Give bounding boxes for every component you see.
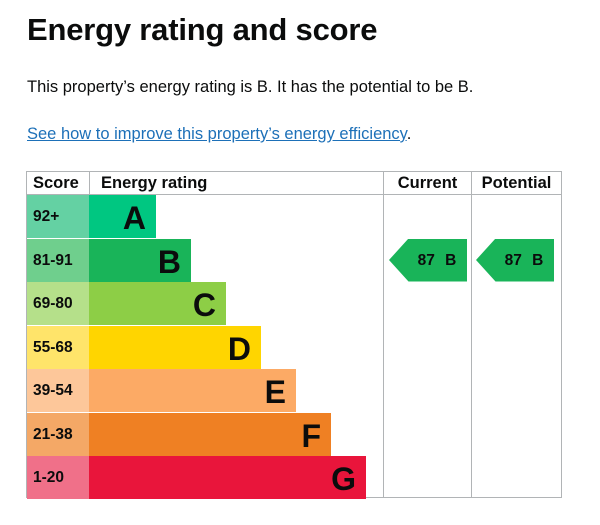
score-column-header: Score — [33, 174, 79, 192]
band-score-range: 81-91 — [27, 238, 89, 282]
band-letter: G — [331, 461, 356, 497]
band-bar-f: F — [89, 412, 331, 456]
potential-column-header: Potential — [481, 174, 552, 192]
potential-column-divider — [471, 172, 472, 497]
band-score-range: 39-54 — [27, 369, 89, 412]
band-score-range: 1-20 — [27, 456, 89, 499]
improve-link-line: See how to improve this property’s energ… — [27, 125, 411, 144]
header-rule — [27, 194, 561, 195]
current-rating-label: 87 B — [417, 251, 457, 269]
band-score-range: 21-38 — [27, 412, 89, 456]
band-bar-b: B — [89, 238, 191, 282]
potential-rating-arrow: 87 B — [476, 238, 554, 282]
band-letter: A — [122, 200, 146, 236]
potential-rating-label: 87 B — [504, 251, 544, 269]
current-column-divider — [383, 172, 384, 497]
link-full-stop: . — [406, 125, 412, 143]
band-letter: D — [227, 330, 251, 367]
current-column-header: Current — [397, 174, 458, 192]
page-title: Energy rating and score — [27, 12, 378, 47]
band-letter: C — [192, 287, 216, 323]
band-bar-e: E — [89, 369, 296, 412]
band-letter: E — [264, 374, 286, 410]
improve-efficiency-link[interactable]: See how to improve this property’s energ… — [27, 125, 407, 143]
band-score-range: 55-68 — [27, 325, 89, 369]
band-letter: F — [301, 417, 321, 454]
band-letter: B — [157, 243, 181, 280]
current-rating-arrow: 87 B — [389, 238, 467, 282]
band-bar-a: A — [89, 195, 156, 238]
band-score-range: 69-80 — [27, 282, 89, 325]
band-bar-d: D — [89, 325, 261, 369]
energy-rating-chart: Score Energy rating Current Potential 92… — [26, 171, 562, 499]
band-score-range: 92+ — [27, 195, 89, 238]
band-bar-g: G — [89, 456, 366, 499]
energy-rating-column-header: Energy rating — [101, 174, 208, 192]
header-divider — [89, 172, 90, 194]
band-bar-c: C — [89, 282, 226, 325]
rating-summary: This property’s energy rating is B. It h… — [27, 78, 474, 96]
